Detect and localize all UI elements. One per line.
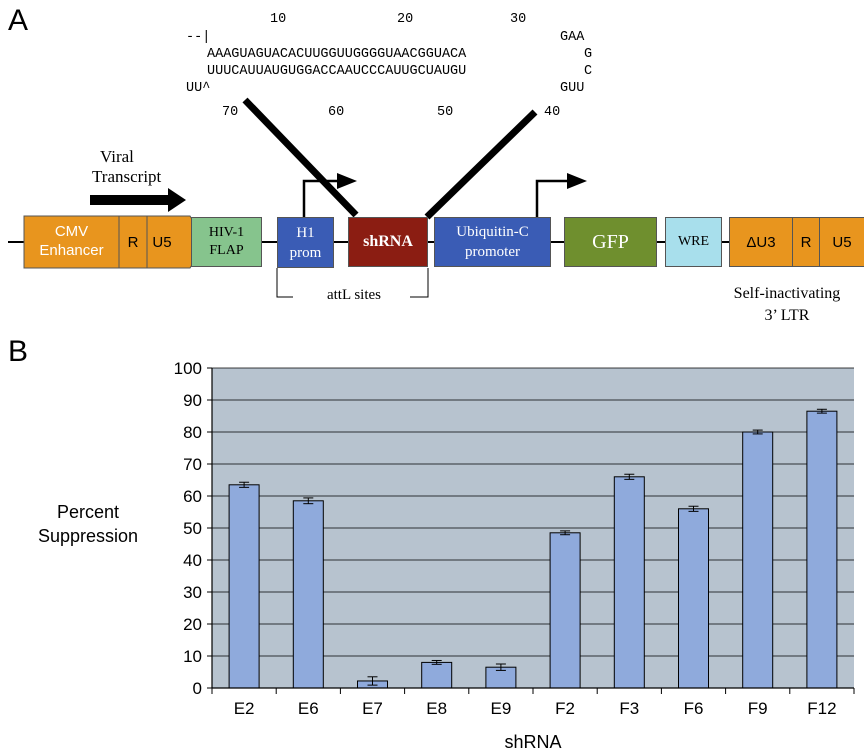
viral-transcript-label: Viral Transcript bbox=[92, 147, 202, 187]
seq-line2-end: G bbox=[584, 47, 593, 62]
u5-box-3prime: U5 bbox=[819, 217, 864, 267]
seq-line3: UUUCAUUAUGUGGACCAAUCCCAUUGCUAUGU bbox=[207, 64, 467, 79]
viral-transcript-line2: Transcript bbox=[92, 167, 162, 186]
x-tick-label-E7: E7 bbox=[362, 699, 383, 718]
bar-F9 bbox=[742, 431, 774, 689]
viral-transcript-arrow bbox=[90, 188, 186, 212]
pointer-line-left bbox=[242, 97, 359, 218]
seq-line4-end: GUU bbox=[560, 81, 585, 96]
y-tick-label: 0 bbox=[193, 679, 202, 698]
ubiquitin-c-promoter-box: Ubiquitin-C promoter bbox=[434, 217, 551, 267]
seq-line4: UU^ bbox=[186, 81, 211, 96]
seq-number-10: 10 bbox=[270, 12, 287, 27]
suppression-bar-chart: 0 10 20 30 40 50 60 70 80 90 100 E2 E6 E7 E8 E9 F2 F3 F6 F9… bbox=[38, 359, 855, 752]
y-tick-label: 50 bbox=[183, 519, 202, 538]
flap-line2: FLAP bbox=[209, 243, 244, 258]
x-tick-label-F12: F12 bbox=[807, 699, 836, 718]
seq-number-70: 70 bbox=[222, 105, 239, 120]
h1-promoter-box: H1 prom bbox=[277, 217, 334, 268]
delta-u3-box: ΔU3 bbox=[729, 217, 793, 267]
x-tick-label-E9: E9 bbox=[491, 699, 512, 718]
x-tick-label-F9: F9 bbox=[748, 699, 768, 718]
y-tick-label: 80 bbox=[183, 423, 202, 442]
y-tick-label: 20 bbox=[183, 615, 202, 634]
viral-transcript-line1: Viral bbox=[100, 147, 134, 166]
h1-promoter-arrowhead bbox=[337, 173, 357, 189]
h1-line2: prom bbox=[289, 244, 322, 261]
u5-label-5prime: U5 bbox=[152, 234, 172, 251]
seq-line2: AAAGUAGUACACUUGGUUGGGGUAACGGUACA bbox=[207, 47, 467, 62]
gfp-box: GFP bbox=[564, 217, 657, 267]
h1-line1: H1 bbox=[296, 224, 315, 241]
h1-promoter-arrow bbox=[302, 179, 338, 217]
ubc-promoter-arrow bbox=[535, 179, 568, 217]
panel-b-label: B bbox=[8, 335, 29, 368]
x-tick-label-F3: F3 bbox=[619, 699, 639, 718]
attl-bracket-right bbox=[410, 268, 429, 298]
bar-E2 bbox=[228, 484, 260, 689]
ubc-line2: promoter bbox=[465, 244, 520, 260]
y-tick-label: 60 bbox=[183, 487, 202, 506]
seq-line3-end: C bbox=[584, 64, 593, 79]
bar-E6 bbox=[292, 500, 324, 689]
seq-number-40: 40 bbox=[544, 105, 561, 120]
cmv-line1: CMV bbox=[54, 223, 89, 240]
x-tick-label-F2: F2 bbox=[555, 699, 575, 718]
y-tick-label: 70 bbox=[183, 455, 202, 474]
cmv-enhancer-label: CMV Enhancer bbox=[24, 222, 119, 260]
y-tick-label: 90 bbox=[183, 391, 202, 410]
ltr-line2: 3’ LTR bbox=[764, 307, 810, 324]
pointer-line-right bbox=[424, 109, 538, 220]
seq-number-60: 60 bbox=[328, 105, 345, 120]
y-tick-label: 100 bbox=[174, 359, 202, 378]
r-box-3prime: R bbox=[792, 217, 820, 267]
ubc-promoter-arrowhead bbox=[567, 173, 587, 189]
r-label-5prime: R bbox=[127, 234, 139, 251]
bar-F2 bbox=[549, 532, 581, 689]
panel-a-label: A bbox=[8, 4, 29, 37]
ltr-line1: Self-inactivating bbox=[733, 285, 841, 302]
y-axis-title-line2: Suppression bbox=[38, 526, 138, 546]
seq-number-30: 30 bbox=[510, 12, 527, 27]
attl-bracket-left bbox=[276, 268, 293, 298]
x-tick-label-E2: E2 bbox=[234, 699, 255, 718]
seq-line1-end: GAA bbox=[560, 30, 585, 45]
flap-line1: HIV-1 bbox=[208, 225, 245, 240]
y-tick-label: 30 bbox=[183, 583, 202, 602]
y-tick-label: 10 bbox=[183, 647, 202, 666]
seq-number-20: 20 bbox=[397, 12, 414, 27]
bar-F6 bbox=[678, 508, 709, 689]
cmv-line2: Enhancer bbox=[39, 242, 104, 259]
hiv1-flap-box: HIV-1 FLAP bbox=[191, 217, 262, 267]
bar-F3 bbox=[613, 476, 645, 689]
ltr-label: Self-inactivating 3’ LTR bbox=[712, 283, 862, 327]
x-tick-label-F6: F6 bbox=[684, 699, 704, 718]
shrna-box: shRNA bbox=[348, 217, 428, 267]
seq-line1: --| bbox=[186, 30, 211, 45]
x-tick-label-E6: E6 bbox=[298, 699, 319, 718]
bar-E8 bbox=[421, 661, 453, 689]
attl-sites-label: attL sites bbox=[326, 287, 382, 303]
seq-number-50: 50 bbox=[437, 105, 454, 120]
y-tick-label: 40 bbox=[183, 551, 202, 570]
x-tick-label-E8: E8 bbox=[426, 699, 447, 718]
x-axis-title: shRNA bbox=[504, 732, 561, 752]
wre-box: WRE bbox=[665, 217, 722, 267]
bar-F12 bbox=[806, 410, 838, 689]
ubc-line1: Ubiquitin-C bbox=[456, 224, 529, 240]
y-axis-title-line1: Percent bbox=[57, 502, 119, 522]
